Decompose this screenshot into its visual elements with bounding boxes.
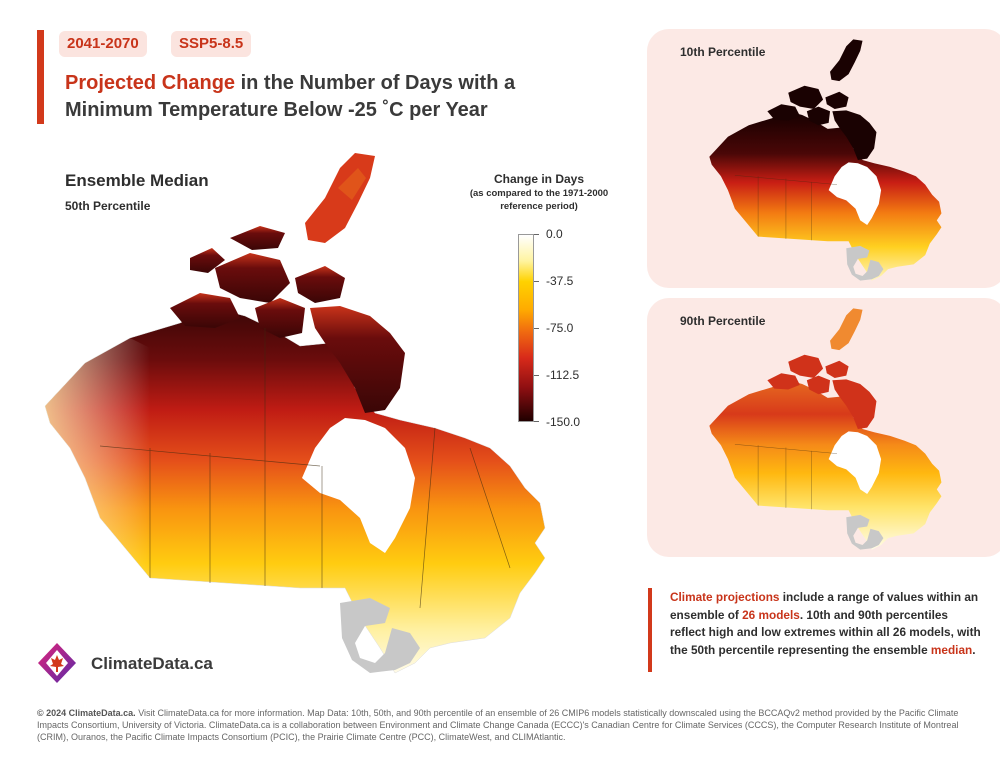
legend-label: 0.0 <box>546 227 563 241</box>
legend-tick <box>534 234 539 235</box>
title-rest: in the Number of Days with a Minimum Tem… <box>65 72 516 121</box>
title-accent-bar <box>37 30 44 124</box>
map-90th-percentile <box>709 308 942 550</box>
note-text: . <box>972 642 976 657</box>
note-highlight: median <box>930 642 973 657</box>
ensemble-note: Climate projections include a range of v… <box>670 589 985 659</box>
note-text: include a range of values within an ense… <box>670 590 979 622</box>
legend-tick <box>534 328 539 329</box>
legend-subtitle: (as compared to the 1971-2000 reference … <box>469 188 609 212</box>
legend-tick <box>534 375 539 376</box>
footer-copyright: © 2024 ClimateData.ca. <box>37 708 136 718</box>
legend-label: -75.0 <box>546 321 574 335</box>
note-highlight: 26 models <box>742 607 800 622</box>
title-highlight: Projected Change <box>65 72 236 94</box>
panel-10th-label: 10th Percentile <box>680 45 766 59</box>
arctic-archipelago <box>170 226 405 413</box>
legend-label: -37.5 <box>546 274 574 288</box>
main-map-subtitle: 50th Percentile <box>65 199 151 213</box>
hudson-bay <box>302 418 415 553</box>
page-title: Projected Change in the Number of Days w… <box>65 70 585 124</box>
ellesmere-island <box>305 153 375 243</box>
great-lakes <box>340 598 420 673</box>
main-map <box>44 153 546 674</box>
period-badge: 2041-2070 <box>59 31 147 57</box>
scenario-badge: SSP5-8.5 <box>171 31 252 57</box>
note-accent-bar <box>648 588 652 672</box>
map-10th-percentile <box>709 39 942 281</box>
panel-10th-percentile: 10th Percentile <box>647 29 1000 288</box>
legend-color-bar <box>518 234 534 422</box>
legend-tick <box>534 281 539 282</box>
legend-tick <box>534 421 539 422</box>
legend-title: Change in Days <box>493 172 585 186</box>
brand-name: ClimateData.ca <box>91 654 213 673</box>
footer-text: Visit ClimateData.ca for more informatio… <box>37 708 959 742</box>
climatedata-logo-icon <box>38 643 76 683</box>
legend-label: -112.5 <box>546 368 580 382</box>
legend-label: -150.0 <box>546 415 581 429</box>
province-borders <box>99 328 511 609</box>
note-highlight: Climate projections <box>670 590 780 604</box>
mainland-region <box>44 307 546 674</box>
main-map-title: Ensemble Median <box>65 171 209 190</box>
note-text: . 10th and 90th percentiles reflect high… <box>670 607 981 657</box>
footer-credits: © 2024 ClimateData.ca. Visit ClimateData… <box>37 707 967 743</box>
panel-90th-label: 90th Percentile <box>680 314 766 328</box>
panel-90th-percentile: 90th Percentile <box>647 298 1000 557</box>
